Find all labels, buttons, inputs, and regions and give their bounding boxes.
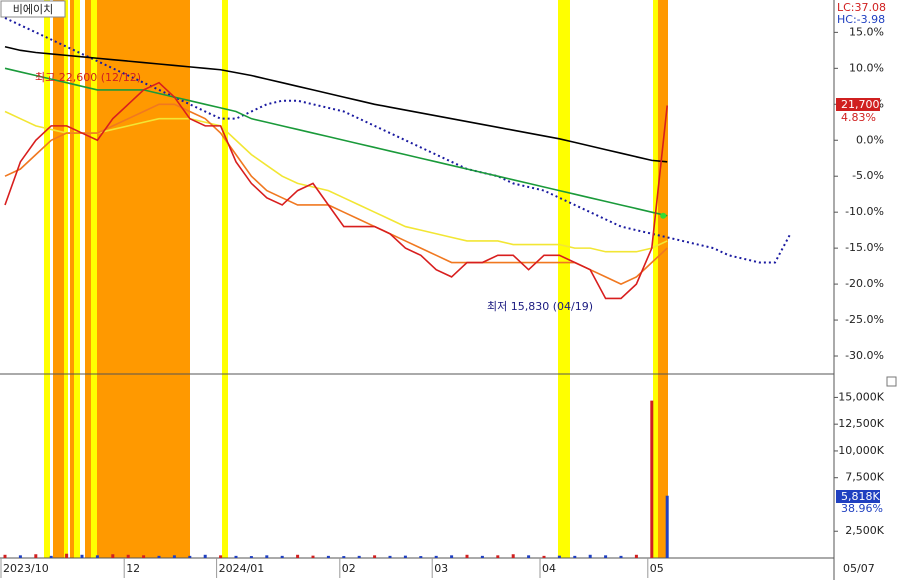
volume-bar [18,555,22,558]
volume-bar [357,555,361,558]
volume-bar [203,554,207,558]
x-tick-label: 05 [650,562,664,575]
price-line [4,110,668,253]
volume-bar [188,555,192,558]
price-line [4,45,668,163]
x-tick-label: 2023/10 [3,562,49,575]
volume-bar [280,555,284,558]
y-tick-label: -25.0% [845,313,884,326]
volume-bar [480,555,484,558]
volume-bar [80,554,84,558]
volume-bar [234,555,238,558]
price-line [4,17,792,264]
volume-bar [434,555,438,558]
last-volume-change: 38.96% [841,502,883,515]
volume-bar [511,554,515,558]
price-line [4,81,668,300]
volume-bar [403,555,407,558]
volume-bar [619,555,623,558]
volume-bar [419,556,423,558]
volume-bar [573,555,577,558]
volume-bar [311,555,315,558]
y-tick-label: 0.0% [856,133,884,146]
signal-bands [44,0,668,558]
y-tick-label: -20.0% [845,277,884,290]
title-box [0,0,66,18]
x-tick-label: 02 [342,562,356,575]
x-tick-label: 04 [542,562,556,575]
volume-bar [527,555,531,558]
volume-bar [604,555,608,558]
volume-bar [65,553,69,558]
y-tick-label: 10.0% [849,61,884,74]
y-tick-label: -15.0% [845,241,884,254]
title: 비에이치 [13,3,53,16]
high-annotation: 최고 22,600 (12/12) [35,71,141,84]
volume-bar [126,554,130,558]
close-button[interactable] [886,376,897,387]
volume-bar [542,555,546,558]
y-tick-label: 15.0% [849,25,884,38]
volume-bar [142,555,146,558]
hc-label: HC:-3.98 [837,13,885,26]
volume-bar [665,495,669,558]
y-tick-label: 15,000K [838,390,884,403]
volume-bar [95,555,99,558]
volume-bar [172,555,176,558]
x-tick-label: 12 [126,562,140,575]
volume-bar [465,554,469,558]
volume-bar [496,555,500,558]
volume-bar [3,554,7,558]
last-change: 4.83% [841,111,876,124]
y-tick-label: 12,500K [838,417,884,430]
volume-bar [557,555,561,558]
volume-bar [296,554,300,558]
volume-bar [650,400,654,558]
volume-bar [34,554,38,558]
volume-bar [111,554,115,558]
low-annotation: 최저 15,830 (04/19) [487,300,593,313]
x-tick-label: 03 [434,562,448,575]
volume-bar [388,555,392,558]
volume-bar [342,556,346,558]
x-tick-label: 2024/01 [219,562,265,575]
price-line [4,67,668,217]
y-tick-label: 10,000K [838,444,884,457]
last-price-box [836,98,880,111]
volume-bar [157,555,161,558]
volume-bar [326,555,330,558]
volume-bar [219,555,223,558]
volume-bar [249,556,253,558]
cross-marker [660,212,667,219]
volume-bar [49,555,53,558]
y-tick-label: -10.0% [845,205,884,218]
volume-bar [265,555,269,558]
volume-bar [450,555,454,558]
y-tick-label: 2,500K [845,524,884,537]
price-line [4,103,668,285]
lc-label: LC:37.08 [837,1,886,14]
last-price: 21,700 [841,98,880,111]
volume-bar [634,554,638,558]
last-volume-box [836,490,880,503]
last-volume: 5,818K [841,490,880,503]
y-tick-label: -30.0% [845,349,884,362]
y-tick-label: 7,500K [845,471,884,484]
x-end-label: 05/07 [843,562,875,575]
volume-bar [373,555,377,558]
volume-bar [588,554,592,558]
y-tick-label: -5.0% [852,169,884,182]
